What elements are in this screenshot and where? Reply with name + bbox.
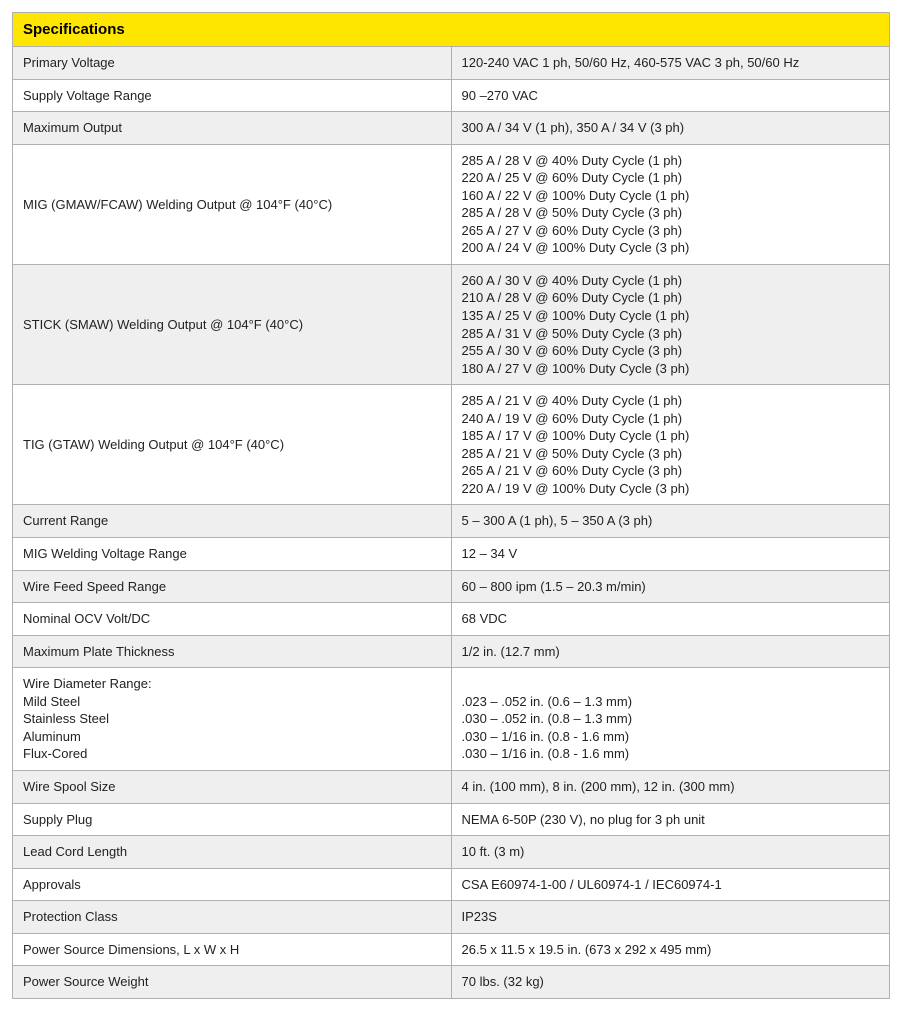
spec-label: Primary Voltage (13, 47, 452, 80)
spec-value: 5 – 300 A (1 ph), 5 – 350 A (3 ph) (451, 505, 890, 538)
spec-value: 12 – 34 V (451, 538, 890, 571)
spec-value: 260 A / 30 V @ 40% Duty Cycle (1 ph) 210… (451, 264, 890, 384)
spec-value: CSA E60974-1-00 / UL60974-1 / IEC60974-1 (451, 868, 890, 901)
table-row: Nominal OCV Volt/DC68 VDC (13, 603, 890, 636)
spec-label: MIG (GMAW/FCAW) Welding Output @ 104°F (… (13, 144, 452, 264)
table-row: Power Source Dimensions, L x W x H26.5 x… (13, 933, 890, 966)
spec-value: 1/2 in. (12.7 mm) (451, 635, 890, 668)
spec-label: Supply Voltage Range (13, 79, 452, 112)
spec-label: MIG Welding Voltage Range (13, 538, 452, 571)
table-row: Protection ClassIP23S (13, 901, 890, 934)
spec-value: IP23S (451, 901, 890, 934)
spec-label: Wire Diameter Range: Mild Steel Stainles… (13, 668, 452, 771)
spec-value: NEMA 6-50P (230 V), no plug for 3 ph uni… (451, 803, 890, 836)
specifications-table: Specifications Primary Voltage120-240 VA… (12, 12, 890, 999)
table-row: MIG (GMAW/FCAW) Welding Output @ 104°F (… (13, 144, 890, 264)
table-row: Wire Spool Size4 in. (100 mm), 8 in. (20… (13, 770, 890, 803)
table-row: ApprovalsCSA E60974-1-00 / UL60974-1 / I… (13, 868, 890, 901)
table-header: Specifications (13, 13, 890, 47)
table-row: Supply PlugNEMA 6-50P (230 V), no plug f… (13, 803, 890, 836)
table-row: Maximum Output300 A / 34 V (1 ph), 350 A… (13, 112, 890, 145)
table-row: Power Source Weight70 lbs. (32 kg) (13, 966, 890, 999)
spec-value: 10 ft. (3 m) (451, 836, 890, 869)
spec-value: 90 –270 VAC (451, 79, 890, 112)
spec-label: Nominal OCV Volt/DC (13, 603, 452, 636)
table-row: Wire Feed Speed Range60 – 800 ipm (1.5 –… (13, 570, 890, 603)
spec-label: Protection Class (13, 901, 452, 934)
spec-label: Maximum Plate Thickness (13, 635, 452, 668)
table-row: Current Range5 – 300 A (1 ph), 5 – 350 A… (13, 505, 890, 538)
spec-value: .023 – .052 in. (0.6 – 1.3 mm) .030 – .0… (451, 668, 890, 771)
table-row: Primary Voltage120-240 VAC 1 ph, 50/60 H… (13, 47, 890, 80)
spec-label: STICK (SMAW) Welding Output @ 104°F (40°… (13, 264, 452, 384)
spec-label: Current Range (13, 505, 452, 538)
table-row: STICK (SMAW) Welding Output @ 104°F (40°… (13, 264, 890, 384)
spec-label: Approvals (13, 868, 452, 901)
spec-value: 70 lbs. (32 kg) (451, 966, 890, 999)
spec-label: Wire Feed Speed Range (13, 570, 452, 603)
spec-value: 285 A / 28 V @ 40% Duty Cycle (1 ph) 220… (451, 144, 890, 264)
spec-label: Maximum Output (13, 112, 452, 145)
spec-value: 68 VDC (451, 603, 890, 636)
spec-label: Lead Cord Length (13, 836, 452, 869)
table-row: Maximum Plate Thickness1/2 in. (12.7 mm) (13, 635, 890, 668)
spec-label: Supply Plug (13, 803, 452, 836)
table-row: TIG (GTAW) Welding Output @ 104°F (40°C)… (13, 385, 890, 505)
table-row: MIG Welding Voltage Range12 – 34 V (13, 538, 890, 571)
spec-value: 285 A / 21 V @ 40% Duty Cycle (1 ph) 240… (451, 385, 890, 505)
spec-value: 60 – 800 ipm (1.5 – 20.3 m/min) (451, 570, 890, 603)
spec-value: 26.5 x 11.5 x 19.5 in. (673 x 292 x 495 … (451, 933, 890, 966)
table-row: Lead Cord Length10 ft. (3 m) (13, 836, 890, 869)
table-row: Supply Voltage Range90 –270 VAC (13, 79, 890, 112)
spec-label: Power Source Dimensions, L x W x H (13, 933, 452, 966)
spec-value: 4 in. (100 mm), 8 in. (200 mm), 12 in. (… (451, 770, 890, 803)
spec-label: TIG (GTAW) Welding Output @ 104°F (40°C) (13, 385, 452, 505)
table-row: Wire Diameter Range: Mild Steel Stainles… (13, 668, 890, 771)
spec-label: Wire Spool Size (13, 770, 452, 803)
spec-value: 300 A / 34 V (1 ph), 350 A / 34 V (3 ph) (451, 112, 890, 145)
spec-label: Power Source Weight (13, 966, 452, 999)
spec-value: 120-240 VAC 1 ph, 50/60 Hz, 460-575 VAC … (451, 47, 890, 80)
